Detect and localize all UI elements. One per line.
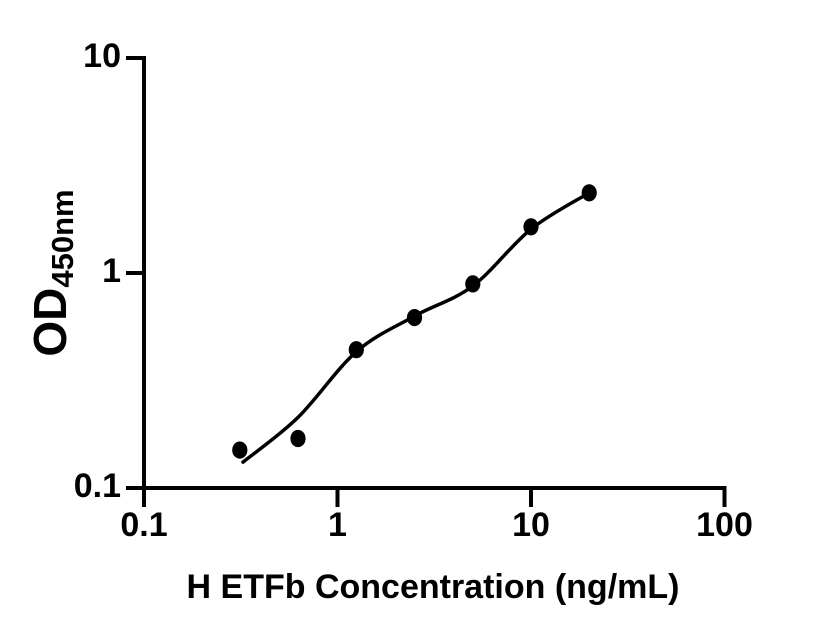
fit-curve-line [241,191,591,464]
y-axis-title: OD450nm [23,189,81,356]
x-tick-label: 100 [696,506,753,544]
data-point-marker [523,218,539,236]
x-axis-title: H ETFb Concentration (ng/mL) [186,568,680,606]
y-tick-label: 0.1 [73,467,121,505]
data-point-marker [290,429,306,448]
y-tick-label: 10 [83,37,121,75]
x-tick-label: 0.1 [120,506,168,544]
data-point-marker [581,184,597,202]
data-point-marker [465,275,481,293]
data-point-marker [232,441,248,459]
x-tick-label: 1 [328,506,347,544]
data-point-marker [406,309,423,327]
y-tick-label: 1 [102,252,121,290]
y-axis-title-main: OD [24,287,76,357]
data-point-marker [348,341,364,359]
y-axis-title-subscript: 450nm [45,189,80,288]
x-tick-label: 10 [512,506,550,544]
